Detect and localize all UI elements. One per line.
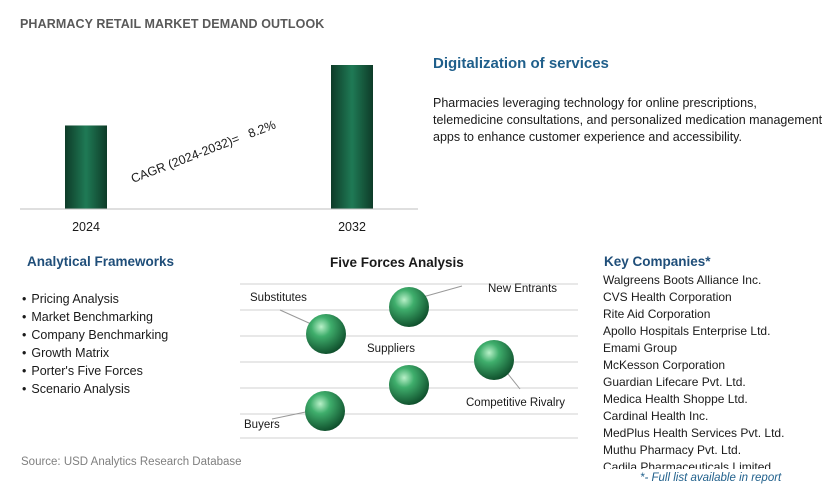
list-item: Emami Group [603,341,678,355]
list-item: McKesson Corporation [603,358,726,372]
list-item: Guardian Lifecare Pvt. Ltd. [603,375,746,389]
five-forces-diagram: Substitutes New Entrants Suppliers Compe… [240,283,578,439]
page-title: PHARMACY RETAIL MARKET DEMAND OUTLOOK [20,17,325,31]
bar-2032 [331,65,373,209]
list-item: Market Benchmarking [22,308,168,326]
suppliers-label: Suppliers [367,343,415,355]
competitive-rivalry-sphere [474,340,514,380]
x-tick-label: 2024 [72,220,100,234]
list-item: Scenario Analysis [22,380,168,398]
key-companies-title: Key Companies* [604,254,711,269]
full-list-note: *- Full list available in report [640,472,782,484]
list-item: Cardinal Health Inc. [603,409,709,423]
analytical-frameworks-title: Analytical Frameworks [27,254,175,269]
list-item: Rite Aid Corporation [603,307,711,321]
list-item: CVS Health Corporation [603,290,732,304]
key-companies-list: Walgreens Boots Alliance Inc. CVS Health… [603,272,823,469]
list-item: Pricing Analysis [22,290,168,308]
competitive-rivalry-label: Competitive Rivalry [466,397,565,409]
new-entrants-sphere [389,287,429,327]
list-item: Medica Health Shoppe Ltd. [603,392,748,406]
feature-title: Digitalization of services [433,55,609,72]
list-item: MedPlus Health Services Pvt. Ltd. [603,426,785,440]
five-forces-title: Five Forces Analysis [330,255,464,270]
buyers-label: Buyers [244,419,280,431]
new-entrants-label: New Entrants [488,283,557,295]
list-item: Growth Matrix [22,344,168,362]
feature-description: Pharmacies leveraging technology for onl… [433,96,823,144]
list-item: Muthu Pharmacy Pvt. Ltd. [603,443,742,457]
list-item: Apollo Hospitals Enterprise Ltd. [603,324,771,338]
bar-2024 [65,125,107,209]
cagr-annotation: CAGR (2024-2032)= 8.2% [129,118,278,186]
source-note: Source: USD Analytics Research Database [21,456,242,468]
suppliers-sphere [389,365,429,405]
list-item: Porter's Five Forces [22,362,168,380]
analytical-frameworks-list: Pricing Analysis Market Benchmarking Com… [22,290,168,398]
market-bar-chart: 2024 2032 CAGR (2024-2032)= 8.2% [20,65,418,234]
substitutes-label: Substitutes [250,292,307,304]
buyers-sphere [305,391,345,431]
list-item: Company Benchmarking [22,326,168,344]
substitutes-sphere [306,314,346,354]
list-item: Walgreens Boots Alliance Inc. [603,273,762,287]
list-item: Cadila Pharmaceuticals Limited [603,460,772,469]
x-tick-label: 2032 [338,220,366,234]
